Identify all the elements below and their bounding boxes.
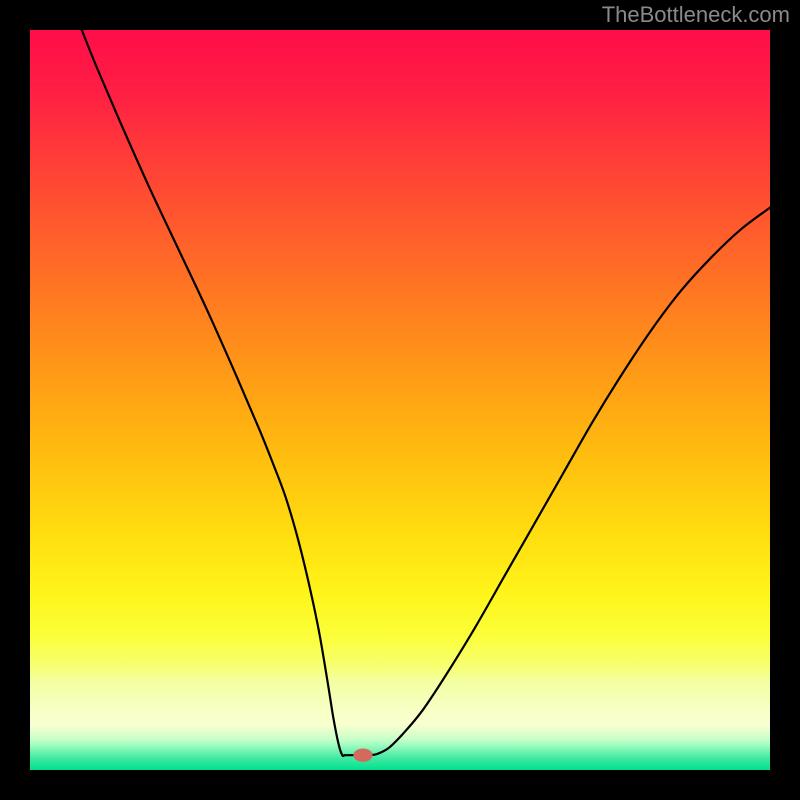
optimal-point-marker: [353, 749, 372, 762]
watermark-text: TheBottleneck.com: [602, 2, 790, 28]
plot-background: [30, 30, 770, 770]
chart-container: TheBottleneck.com: [0, 0, 800, 800]
bottleneck-chart: [0, 0, 800, 800]
